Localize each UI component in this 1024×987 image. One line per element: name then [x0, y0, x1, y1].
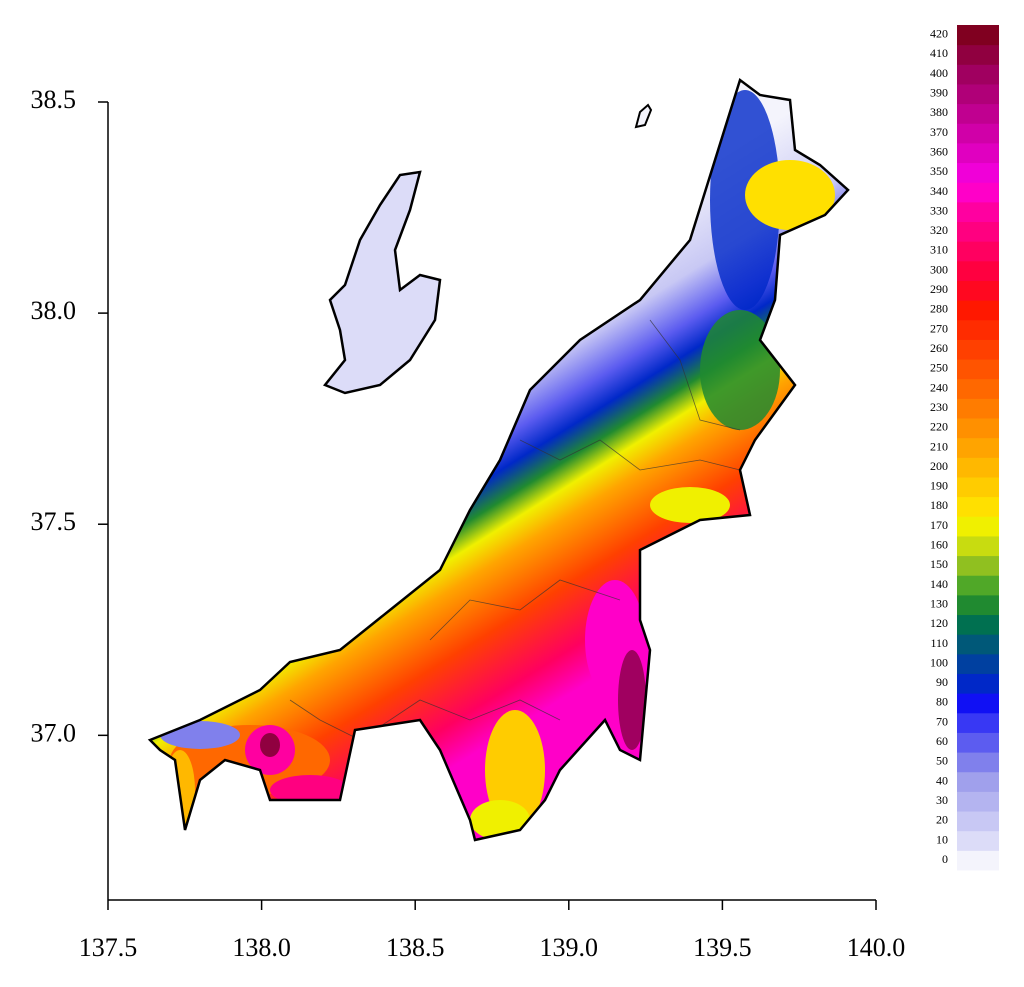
colorbar-segment: [957, 732, 999, 753]
colorbar-segment: [957, 241, 999, 262]
colorbar-label: 360: [930, 144, 948, 158]
colorbar-label: 250: [930, 361, 948, 375]
colorbar-label: 380: [930, 105, 948, 119]
colorbar-label: 190: [930, 479, 948, 493]
colorbar-segment: [957, 398, 999, 419]
colorbar-segment: [957, 319, 999, 340]
colorbar-segment: [957, 811, 999, 832]
colorbar-label: 50: [936, 754, 948, 768]
colorbar-segment: [957, 182, 999, 203]
colorbar-label: 130: [930, 596, 948, 610]
colorbar-segment: [957, 771, 999, 792]
colorbar-segment: [957, 555, 999, 576]
colorbar-segment: [957, 693, 999, 714]
colorbar-segment: [957, 64, 999, 85]
colorbar-label: 270: [930, 321, 948, 335]
colorbar-segment: [957, 575, 999, 596]
x-tick-label: 138.0: [232, 933, 291, 962]
colorbar-segment: [957, 378, 999, 399]
colorbar-segment: [957, 496, 999, 517]
colorbar-segment: [957, 260, 999, 281]
colorbar-label: 220: [930, 420, 948, 434]
colorbar-segment: [957, 830, 999, 851]
colorbar-segment: [957, 850, 999, 871]
colorbar-segment: [957, 221, 999, 242]
colorbar-label: 200: [930, 459, 948, 473]
colorbar-label: 260: [930, 341, 948, 355]
colorbar-segment: [957, 712, 999, 733]
colorbar-label: 10: [936, 832, 948, 846]
colorbar-segment: [957, 44, 999, 65]
y-tick-label: 38.0: [31, 296, 77, 325]
colorbar-segment: [957, 280, 999, 301]
x-tick-label: 140.0: [847, 933, 906, 962]
colorbar-label: 80: [936, 695, 948, 709]
colorbar-segment: [957, 339, 999, 360]
colorbar-segment: [957, 162, 999, 183]
colorbar-label: 420: [930, 27, 948, 41]
colorbar-label: 20: [936, 813, 948, 827]
colorbar-segment: [957, 418, 999, 439]
colorbar-segment: [957, 476, 999, 498]
x-tick-label: 138.5: [386, 933, 445, 962]
colorbar-label: 230: [930, 400, 948, 414]
colorbar-label: 60: [936, 734, 948, 748]
x-tick-label: 139.0: [540, 933, 599, 962]
colorbar-segment: [957, 123, 999, 144]
colorbar-segment: [957, 437, 999, 458]
colorbar-label: 40: [936, 773, 948, 787]
colorbar-segment: [957, 142, 999, 164]
y-tick-label: 37.0: [31, 718, 77, 747]
colorbar-segment: [957, 83, 999, 105]
colorbar-label: 330: [930, 203, 948, 217]
colorbar-label: 310: [930, 243, 948, 257]
colorbar-label: 240: [930, 380, 948, 394]
colorbar-label: 290: [930, 282, 948, 296]
colorbar-segment: [957, 673, 999, 694]
colorbar-label: 120: [930, 616, 948, 630]
colorbar-label: 340: [930, 184, 948, 198]
colorbar-segment: [957, 457, 999, 478]
colorbar-label: 0: [942, 852, 948, 866]
x-tick-label: 139.5: [693, 933, 752, 962]
colorbar-label: 400: [930, 66, 948, 80]
colorbar-segment: [957, 25, 999, 46]
colorbar-segment: [957, 634, 999, 655]
y-tick-label: 38.5: [31, 85, 77, 114]
colorbar-segment: [957, 103, 999, 124]
colorbar-label: 410: [930, 46, 948, 60]
colorbar-label: 160: [930, 538, 948, 552]
y-tick-label: 37.5: [31, 507, 77, 536]
colorbar-segment: [957, 653, 999, 674]
colorbar-label: 350: [930, 164, 948, 178]
colorbar-label: 370: [930, 125, 948, 139]
colorbar-label: 390: [930, 86, 948, 100]
x-tick-label: 137.5: [79, 933, 138, 962]
colorbar-segment: [957, 535, 999, 557]
colorbar-segment: [957, 791, 999, 812]
colorbar-segment: [957, 201, 999, 223]
colorbar-label: 90: [936, 675, 948, 689]
colorbar-label: 280: [930, 302, 948, 316]
colorbar-segment: [957, 516, 999, 537]
colorbar-label: 100: [930, 655, 948, 669]
colorbar-label: 210: [930, 439, 948, 453]
colorbar-label: 30: [936, 793, 948, 807]
colorbar-segment: [957, 614, 999, 635]
colorbar-label: 140: [930, 577, 948, 591]
colorbar-label: 150: [930, 557, 948, 571]
colorbar-label: 110: [930, 636, 948, 650]
colorbar-label: 300: [930, 262, 948, 276]
colorbar-segment: [957, 752, 999, 773]
colorbar-label: 70: [936, 714, 948, 728]
colorbar-label: 320: [930, 223, 948, 237]
colorbar-label: 180: [930, 498, 948, 512]
colorbar-label: 170: [930, 518, 948, 532]
colorbar-segment: [957, 300, 999, 321]
awashima-island: [634, 103, 653, 129]
sado-island: [322, 170, 442, 395]
colorbar-segment: [957, 594, 999, 616]
colorbar-segment: [957, 359, 999, 380]
